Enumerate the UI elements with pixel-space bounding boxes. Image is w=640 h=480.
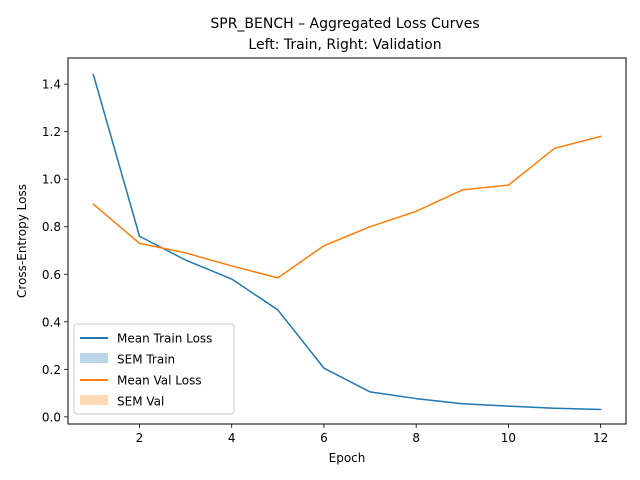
y-tick-label: 1.0 [42, 173, 61, 187]
plot-frame [67, 57, 627, 425]
legend-label-val: Mean Val Loss [117, 374, 202, 388]
legend-label-sem-train: SEM Train [117, 353, 175, 367]
series-line-val [92, 135, 602, 279]
x-tick-label: 6 [320, 431, 328, 445]
legend-swatch-sem-val [80, 395, 108, 405]
x-tick-label: 4 [228, 431, 236, 445]
chart-title-line1: SPR_BENCH – Aggregated Loss Curves [210, 16, 479, 32]
legend-label-sem-val: SEM Val [117, 395, 164, 409]
x-tick-label: 10 [501, 431, 516, 445]
y-tick-label: 0.6 [42, 268, 61, 282]
y-axis-label: Cross-Entropy Loss [15, 184, 29, 298]
x-tick-label: 12 [593, 431, 608, 445]
legend: Mean Train Loss SEM Train Mean Val Loss … [73, 323, 235, 415]
plot-lines [92, 73, 602, 411]
x-tick-label: 2 [136, 431, 144, 445]
legend-swatch-sem-train [80, 353, 108, 363]
y-tick-label: 0.8 [42, 220, 61, 234]
series-line-train [92, 73, 602, 411]
y-tick-label: 1.2 [42, 125, 61, 139]
y-tick-label: 0.2 [42, 363, 61, 377]
x-axis-label: Epoch [329, 451, 366, 465]
y-axis-ticks: 0.0 0.2 0.4 0.6 0.8 1.0 1.2 1.4 [42, 78, 68, 424]
legend-label-train: Mean Train Loss [117, 332, 212, 346]
y-tick-label: 0.0 [42, 410, 61, 424]
x-tick-label: 8 [412, 431, 420, 445]
chart-title-line2: Left: Train, Right: Validation [248, 37, 441, 53]
legend-box [73, 323, 235, 415]
x-axis-ticks: 2 4 6 8 10 12 [136, 424, 608, 445]
y-tick-label: 0.4 [42, 315, 61, 329]
y-tick-label: 1.4 [42, 78, 61, 92]
